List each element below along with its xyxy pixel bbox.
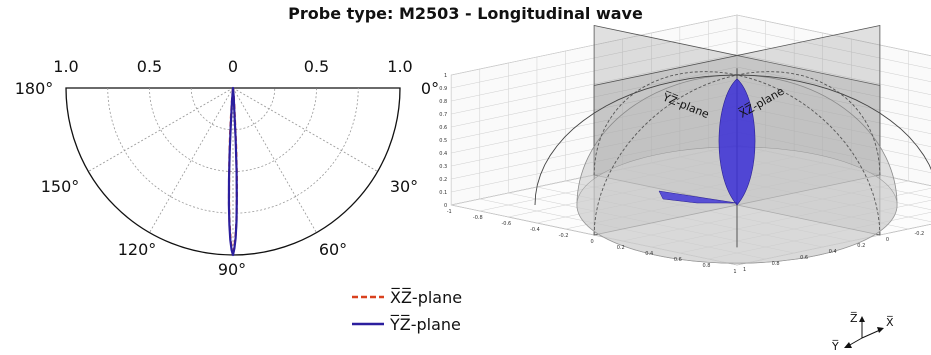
y-tick-label: 0.6: [800, 255, 808, 261]
radial-tick-label: 1.0: [53, 57, 78, 76]
diag-arc: [534, 74, 931, 206]
x-tick-label: -0.6: [501, 221, 511, 227]
radial-tick-label: 1.0: [387, 57, 412, 76]
triad-x-label: X̅: [886, 316, 894, 329]
legend-yz-label: Y̅Z̅-plane: [389, 315, 461, 334]
angle-tick-label: 0°: [421, 79, 439, 98]
x-tick-label: -0.4: [530, 227, 540, 233]
polar-labels: 1.0 0.5 0 0.5 1.0 180° 150° 120° 90° 60° 30° 0°: [15, 57, 439, 279]
z-tick-label: 0.4: [439, 151, 447, 157]
main-lobe: [718, 78, 756, 206]
x-tick-label: -0.8: [473, 215, 483, 221]
triad-x-axis: [861, 329, 881, 339]
z-tick-label: 0.6: [439, 125, 447, 131]
radial-tick-label: 0.5: [137, 57, 162, 76]
y-tick-label: 1: [743, 267, 746, 273]
side-lobe: [658, 190, 738, 204]
y-tick-label: 0.4: [829, 249, 837, 255]
z-tick-label: 1: [444, 73, 447, 79]
legend-xz-label: X̅Z̅-plane: [390, 288, 462, 307]
x-tick-label: 0.8: [702, 263, 710, 269]
triad-y-label: Y̅: [831, 340, 839, 353]
x-tick-label: -1: [447, 209, 452, 215]
series-line-1: [227, 86, 238, 257]
angle-tick-label: 30°: [390, 177, 418, 196]
angle-tick-label: 60°: [319, 240, 347, 259]
y-tick-label: -0.2: [914, 231, 924, 237]
radial-tick-label: 0.5: [304, 57, 329, 76]
y-tick-label: 0.2: [857, 243, 865, 249]
triad-x-arrow: [877, 327, 884, 333]
polar-grid: [65, 87, 401, 256]
z-tick-label: 0.8: [439, 99, 447, 105]
z-tick-label: 0.9: [439, 86, 447, 92]
x-tick-label: 0.2: [617, 245, 625, 251]
angle-tick-label: 90°: [218, 260, 246, 279]
radial-tick-label: 0: [228, 57, 238, 76]
legend: X̅Z̅-plane Y̅Z̅-plane: [352, 288, 462, 334]
z-tick-label: 0.2: [439, 177, 447, 183]
angle-tick-label: 150°: [41, 177, 80, 196]
polar-series: [227, 86, 238, 257]
angle-tick-label: 120°: [118, 240, 157, 259]
polar-boundary: [65, 87, 401, 256]
y-tick-label: 0.8: [772, 261, 780, 267]
x-tick-label: 1: [733, 269, 736, 275]
triad-y-arrow: [844, 342, 852, 348]
y-tick-label: 0: [886, 237, 889, 243]
3d-lobe: [658, 78, 756, 206]
x-tick-label: 0: [591, 239, 594, 245]
x-tick-label: -0.2: [559, 233, 569, 239]
z-tick-label: 0.5: [439, 138, 447, 144]
triad-z-arrow: [859, 316, 865, 322]
triad-z-label: Z̅: [850, 312, 858, 325]
angle-tick-label: 180°: [15, 79, 54, 98]
figure-title: Probe type: M2503 - Longitudinal wave: [288, 4, 643, 23]
x-tick-label: 0.6: [674, 257, 682, 263]
z-tick-label: 0: [444, 203, 447, 209]
z-tick-label: 0.3: [439, 164, 447, 170]
z-tick-label: 0.7: [439, 112, 447, 118]
z-tick-label: 0.1: [439, 190, 447, 196]
x-tick-label: 0.4: [645, 251, 653, 257]
